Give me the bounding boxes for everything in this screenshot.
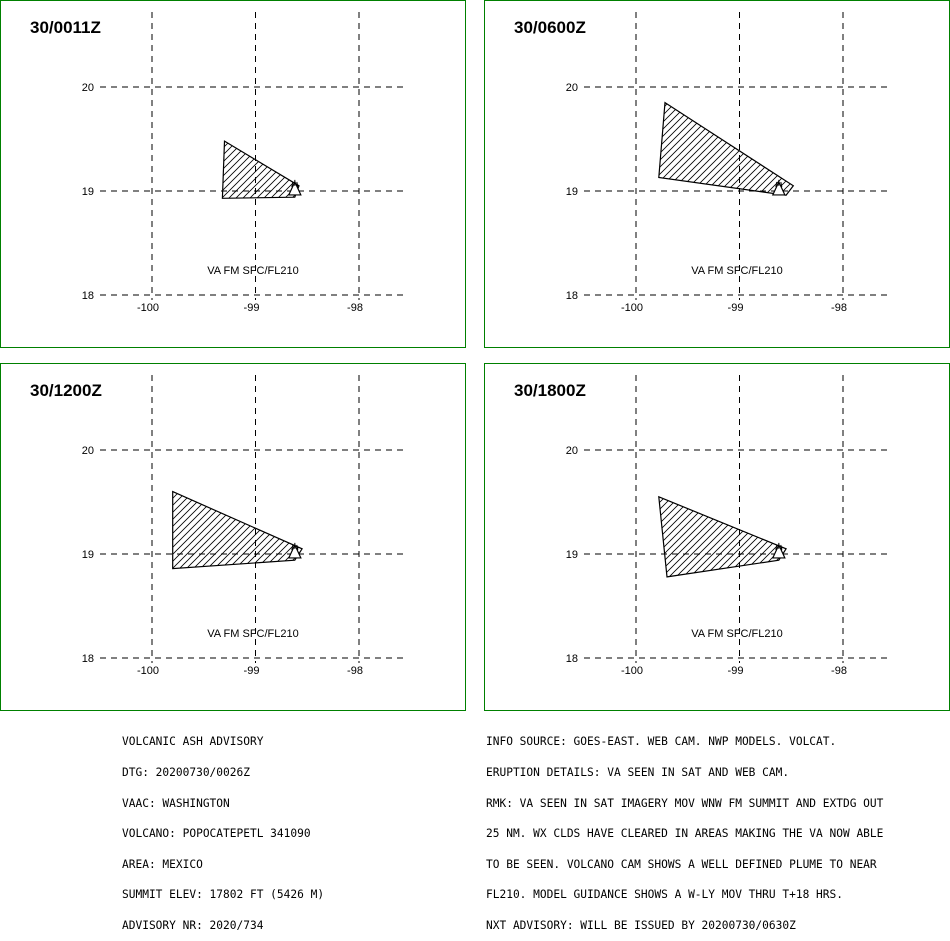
advisory-number: ADVISORY NR: 2020/734	[122, 918, 264, 932]
advisory-title: VOLCANIC ASH ADVISORY	[122, 735, 264, 749]
advisory-area: AREA: MEXICO	[122, 857, 203, 871]
advisory-volcano: VOLCANO: POPOCATEPETL 341090	[122, 827, 311, 841]
lon-tick-label: -99	[728, 302, 744, 314]
lat-tick-label: 18	[82, 653, 94, 665]
lat-tick-label: 18	[82, 290, 94, 302]
volcano-plume-icon	[775, 179, 783, 188]
lon-tick-label: -100	[137, 665, 159, 677]
advisory-dtg: DTG: 20200730/0026Z	[122, 766, 250, 779]
lat-tick-label: 20	[82, 445, 94, 457]
panel-frame	[0, 363, 466, 711]
lon-tick-label: -98	[347, 665, 363, 677]
lat-tick-label: 20	[82, 82, 94, 94]
lon-tick-label: -98	[831, 665, 847, 677]
lat-tick-label: 20	[566, 445, 578, 457]
volcano-plume-icon	[775, 542, 783, 551]
lon-tick-label: -99	[244, 665, 260, 677]
map-canvas: 20 19 18 -100 -99 -98 VA FM SFC/FL210	[0, 363, 466, 711]
va-level-label: VA FM SFC/FL210	[691, 265, 783, 277]
volcano-icon	[287, 180, 302, 196]
lat-tick-label: 18	[566, 290, 578, 302]
next-advisory: NXT ADVISORY: WILL BE ISSUED BY 20200730…	[486, 918, 796, 932]
volcano-plume-icon	[291, 179, 299, 188]
lon-tick-label: -100	[621, 665, 643, 677]
ash-cloud-polygon	[221, 140, 300, 199]
advisory-summit-elev: SUMMIT ELEV: 17802 FT (5426 M)	[122, 888, 325, 902]
lat-tick-label: 19	[82, 186, 94, 198]
info-source: INFO SOURCE: GOES-EAST. WEB CAM. NWP MOD…	[486, 735, 837, 749]
volcano-icon	[771, 180, 786, 196]
panel-time-title: 30/1800Z	[514, 381, 586, 400]
panel-time-title: 30/0600Z	[514, 18, 586, 37]
panel-frame	[0, 0, 466, 348]
remark-line: RMK: VA SEEN IN SAT IMAGERY MOV WNW FM S…	[486, 796, 884, 810]
forecast-panel-0011z: 20 19 18 -100 -99 -98 VA FM SFC/FL210 30/0011Z	[0, 0, 466, 348]
volcano-icon	[771, 543, 786, 559]
lat-tick-label: 19	[82, 549, 94, 561]
lon-tick-label: -100	[137, 302, 159, 314]
lat-tick-label: 19	[566, 549, 578, 561]
eruption-details: ERUPTION DETAILS: VA SEEN IN SAT AND WEB…	[486, 766, 790, 779]
ash-cloud-polygon	[658, 495, 787, 578]
va-level-label: VA FM SFC/FL210	[207, 265, 299, 277]
lat-tick-label: 19	[566, 186, 578, 198]
lat-tick-label: 20	[566, 82, 578, 94]
va-level-label: VA FM SFC/FL210	[207, 628, 299, 640]
remark-line: 25 NM. WX CLDS HAVE CLEARED IN AREAS MAK…	[486, 827, 884, 841]
lat-tick-label: 18	[566, 653, 578, 665]
ash-cloud-polygon	[172, 490, 303, 570]
ash-cloud-polygon	[658, 101, 795, 196]
forecast-panel-0600z: 20 19 18 -100 -99 -98 VA FM SFC/FL210 30/0600Z	[484, 0, 950, 348]
lon-tick-label: -99	[244, 302, 260, 314]
volcano-plume-icon	[291, 542, 299, 551]
lon-tick-label: -98	[831, 302, 847, 314]
map-canvas: 20 19 18 -100 -99 -98 VA FM SFC/FL210	[0, 0, 466, 348]
lon-tick-label: -98	[347, 302, 363, 314]
map-canvas: 20 19 18 -100 -99 -98 VA FM SFC/FL210	[484, 0, 950, 348]
lon-tick-label: -99	[728, 665, 744, 677]
forecast-panel-1800z: 20 19 18 -100 -99 -98 VA FM SFC/FL210 30/1800Z	[484, 363, 950, 711]
advisory-details-block: INFO SOURCE: GOES-EAST. WEB CAM. NWP MOD…	[486, 717, 883, 941]
forecast-panel-1200z: 20 19 18 -100 -99 -98 VA FM SFC/FL210 30/1200Z	[0, 363, 466, 711]
panel-time-title: 30/0011Z	[30, 18, 101, 37]
remark-line: FL210. MODEL GUIDANCE SHOWS A W-LY MOV T…	[486, 888, 843, 902]
volcano-icon	[287, 543, 302, 559]
advisory-header-block: VOLCANIC ASH ADVISORY DTG: 20200730/0026…	[122, 717, 324, 941]
panel-time-title: 30/1200Z	[30, 381, 102, 400]
lon-tick-label: -100	[621, 302, 643, 314]
remark-line: TO BE SEEN. VOLCANO CAM SHOWS A WELL DEF…	[486, 857, 877, 871]
advisory-vaac: VAAC: WASHINGTON	[122, 796, 230, 810]
map-canvas: 20 19 18 -100 -99 -98 VA FM SFC/FL210	[484, 363, 950, 711]
va-level-label: VA FM SFC/FL210	[691, 628, 783, 640]
